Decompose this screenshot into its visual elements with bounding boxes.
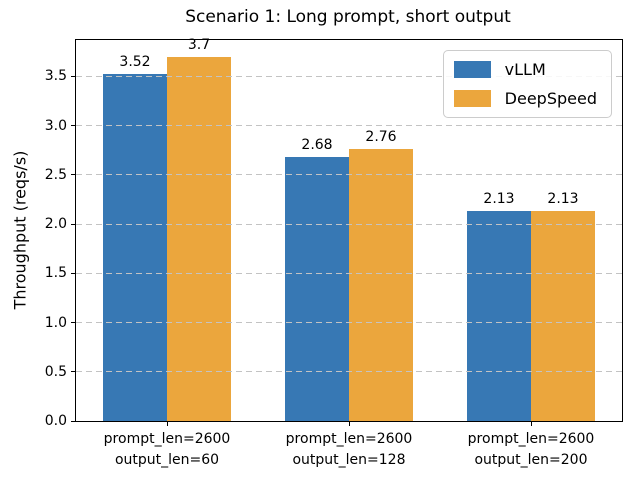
y-tick-mark xyxy=(71,125,76,127)
y-tick-mark xyxy=(71,420,76,422)
gridline xyxy=(76,223,622,225)
bar-value-label: 2.76 xyxy=(365,129,397,146)
y-axis-label: Throughput (reqs/s) xyxy=(10,150,30,310)
plot-area: vLLM DeepSpeed 0.0 0.5 1.0 1.5 2.0 2.5 3.0 3.5 p… xyxy=(45,36,623,468)
y-tick-label: 3.5 xyxy=(44,68,67,85)
legend-label-vllm: vLLM xyxy=(504,60,546,79)
bar-value-label: 2.13 xyxy=(483,191,515,208)
bar-value-label: 3.7 xyxy=(187,36,211,53)
y-tick-label: 1.0 xyxy=(44,314,67,331)
bar-vllm-2 xyxy=(467,211,531,421)
gridline xyxy=(76,174,622,176)
y-tick-label: 2.5 xyxy=(44,166,67,183)
gridline xyxy=(76,125,622,127)
x-tick-label: prompt_len=2600 output_len=60 xyxy=(103,431,231,468)
bar-vllm-1 xyxy=(285,157,349,421)
bar-value-label: 2.68 xyxy=(301,137,333,154)
bar-deepspeed-1 xyxy=(349,149,413,421)
y-tick-mark xyxy=(71,272,76,274)
gridline xyxy=(76,272,622,274)
gridline xyxy=(76,322,622,324)
bar-value-label: 3.52 xyxy=(119,54,151,71)
bar-vllm-0 xyxy=(103,74,167,421)
legend-item-deepspeed: DeepSpeed xyxy=(453,89,597,108)
chart-title: Scenario 1: Long prompt, short output xyxy=(185,7,511,27)
bar-value-label: 2.13 xyxy=(547,191,579,208)
x-tick-label: prompt_len=2600 output_len=200 xyxy=(467,431,595,468)
y-tick-label: 0.5 xyxy=(44,363,67,380)
legend-item-vllm: vLLM xyxy=(453,60,597,79)
x-tick-label: prompt_len=2600 output_len=128 xyxy=(285,431,413,468)
gridline xyxy=(76,371,622,373)
y-tick-mark xyxy=(71,174,76,176)
y-tick-mark xyxy=(71,322,76,324)
legend-label-deepspeed: DeepSpeed xyxy=(504,89,597,108)
bar-deepspeed-0 xyxy=(167,56,231,421)
y-tick-label: 2.0 xyxy=(44,216,67,233)
legend-swatch-vllm xyxy=(453,61,491,78)
legend-swatch-deepspeed xyxy=(453,90,491,107)
x-tick-mark xyxy=(166,421,168,426)
y-tick-mark xyxy=(71,371,76,373)
y-tick-label: 0.0 xyxy=(44,413,67,429)
y-tick-mark xyxy=(71,75,76,77)
x-tick-mark xyxy=(348,421,350,426)
bar-deepspeed-2 xyxy=(531,211,595,421)
x-tick-mark xyxy=(530,421,532,426)
y-tick-mark xyxy=(71,223,76,225)
y-tick-label: 3.0 xyxy=(44,117,67,134)
y-tick-label: 1.5 xyxy=(44,265,67,282)
gridline xyxy=(76,75,622,77)
legend: vLLM DeepSpeed xyxy=(442,50,612,118)
